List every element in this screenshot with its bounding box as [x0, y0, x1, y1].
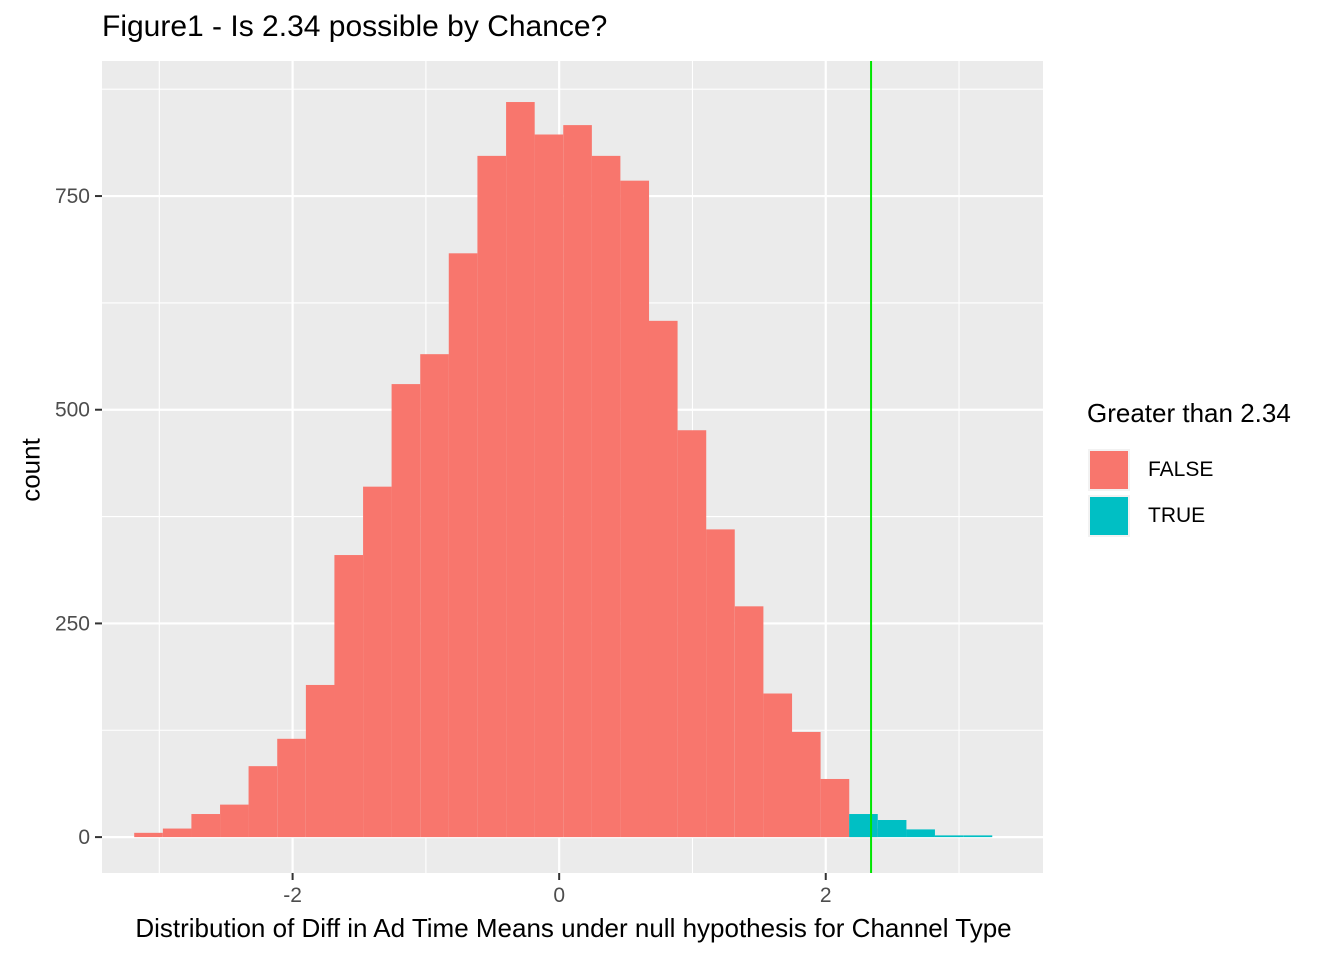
bar-false: [363, 486, 392, 838]
bar-true: [877, 820, 907, 838]
y-axis-label: count: [15, 438, 46, 502]
bar-true: [849, 814, 878, 838]
legend-title: Greater than 2.34: [1087, 398, 1291, 428]
bar-false: [820, 778, 850, 838]
x-tick-label: -2: [283, 884, 302, 907]
legend-item-false: FALSE: [1087, 447, 1291, 493]
bar-false: [791, 731, 821, 838]
bar-false: [677, 430, 707, 838]
y-tick-label: 250: [55, 612, 90, 635]
bar-false: [648, 320, 678, 838]
legend-swatch-false: [1088, 449, 1130, 491]
bar-false: [734, 606, 764, 838]
x-axis-label: Distribution of Diff in Ad Time Means un…: [135, 913, 1012, 943]
legend: Greater than 2.34 FALSE TRUE: [1087, 398, 1291, 539]
x-tick-label: 2: [820, 884, 832, 907]
bar-false: [620, 180, 650, 838]
bar-false: [191, 814, 220, 838]
histogram-bars: [134, 102, 993, 838]
chart-title: Figure1 - Is 2.34 possible by Chance?: [102, 10, 608, 43]
bar-true: [963, 835, 993, 838]
bar-false: [277, 738, 306, 838]
bar-false: [506, 102, 535, 838]
bar-false: [563, 125, 592, 838]
x-tick-label: 0: [553, 884, 565, 907]
bar-false: [391, 384, 421, 838]
bar-false: [534, 134, 564, 838]
bar-false: [706, 529, 735, 838]
legend-label-true: TRUE: [1148, 504, 1206, 527]
bar-false: [220, 804, 249, 838]
x-axis: -2 0 2: [283, 873, 832, 907]
bar-false: [591, 155, 621, 838]
bar-false: [763, 693, 793, 838]
legend-label-false: FALSE: [1148, 458, 1214, 481]
bar-false: [134, 832, 163, 838]
bar-true: [934, 835, 964, 838]
y-axis: 0 250 500 750: [55, 185, 102, 849]
bar-false: [448, 253, 478, 838]
bar-false: [305, 684, 335, 838]
bar-false: [248, 766, 278, 838]
legend-swatch-true: [1088, 495, 1130, 537]
bar-true: [906, 829, 935, 838]
bar-false: [477, 155, 507, 838]
bar-false: [420, 354, 449, 838]
y-tick-label: 0: [78, 826, 90, 849]
y-tick-label: 500: [55, 399, 90, 422]
bar-false: [334, 555, 364, 838]
y-tick-label: 750: [55, 185, 90, 208]
legend-item-true: TRUE: [1087, 493, 1291, 539]
bar-false: [162, 828, 192, 838]
